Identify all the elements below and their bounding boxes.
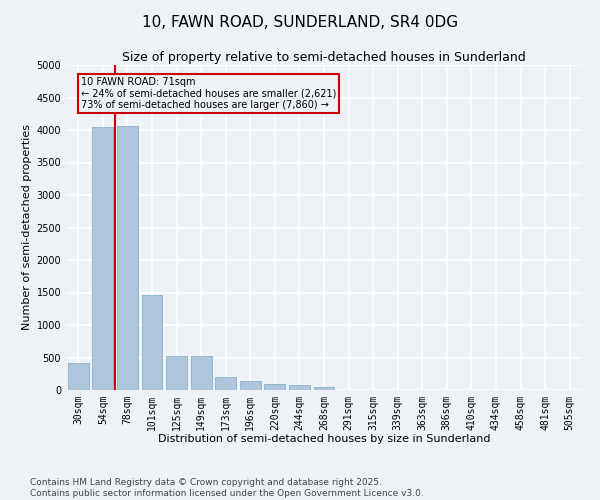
X-axis label: Distribution of semi-detached houses by size in Sunderland: Distribution of semi-detached houses by … <box>158 434 490 444</box>
Y-axis label: Number of semi-detached properties: Number of semi-detached properties <box>22 124 32 330</box>
Title: Size of property relative to semi-detached houses in Sunderland: Size of property relative to semi-detach… <box>122 51 526 64</box>
Bar <box>289 386 310 390</box>
Text: 10 FAWN ROAD: 71sqm
← 24% of semi-detached houses are smaller (2,621)
73% of sem: 10 FAWN ROAD: 71sqm ← 24% of semi-detach… <box>81 76 336 110</box>
Bar <box>117 126 138 390</box>
Bar <box>92 128 113 390</box>
Bar <box>314 387 334 390</box>
Bar <box>142 295 163 390</box>
Bar <box>265 384 286 390</box>
Text: Contains HM Land Registry data © Crown copyright and database right 2025.
Contai: Contains HM Land Registry data © Crown c… <box>30 478 424 498</box>
Text: 10, FAWN ROAD, SUNDERLAND, SR4 0DG: 10, FAWN ROAD, SUNDERLAND, SR4 0DG <box>142 15 458 30</box>
Bar <box>191 356 212 390</box>
Bar <box>215 377 236 390</box>
Bar <box>240 381 261 390</box>
Bar <box>166 356 187 390</box>
Bar <box>68 362 89 390</box>
